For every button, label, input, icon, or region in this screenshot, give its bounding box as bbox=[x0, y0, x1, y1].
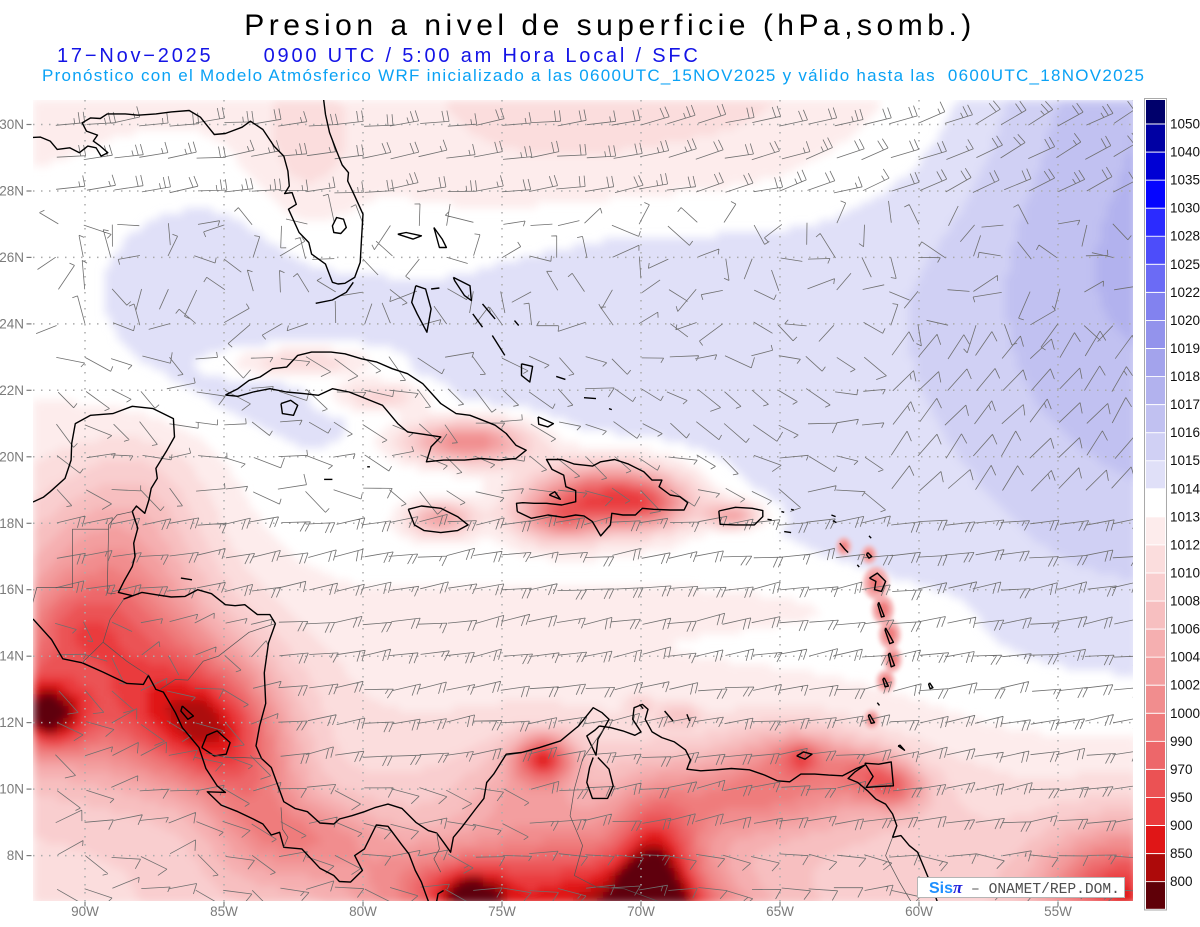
svg-text:10N: 10N bbox=[0, 782, 24, 797]
svg-text:1040: 1040 bbox=[1170, 145, 1200, 160]
svg-text:1012: 1012 bbox=[1170, 537, 1200, 552]
svg-text:1010: 1010 bbox=[1170, 566, 1200, 581]
svg-text:1020: 1020 bbox=[1170, 313, 1200, 328]
svg-text:1016: 1016 bbox=[1170, 425, 1200, 440]
svg-text:1030: 1030 bbox=[1170, 201, 1200, 216]
svg-text:1017: 1017 bbox=[1170, 397, 1200, 412]
svg-text:18N: 18N bbox=[0, 516, 24, 531]
svg-text:850: 850 bbox=[1170, 846, 1193, 861]
svg-text:Sisπ – ONAMET/REP.DOM.: Sisπ – ONAMET/REP.DOM. bbox=[929, 878, 1120, 898]
svg-text:1014: 1014 bbox=[1170, 481, 1200, 496]
svg-text:1022: 1022 bbox=[1170, 285, 1200, 300]
svg-text:14N: 14N bbox=[0, 649, 24, 664]
svg-text:24N: 24N bbox=[0, 316, 24, 331]
svg-text:950: 950 bbox=[1170, 790, 1193, 805]
svg-text:1028: 1028 bbox=[1170, 229, 1200, 244]
svg-text:1013: 1013 bbox=[1170, 509, 1200, 524]
svg-text:55W: 55W bbox=[1044, 904, 1072, 919]
svg-text:85W: 85W bbox=[210, 904, 238, 919]
svg-text:1008: 1008 bbox=[1170, 594, 1200, 609]
svg-text:1006: 1006 bbox=[1170, 622, 1200, 637]
svg-text:1002: 1002 bbox=[1170, 678, 1200, 693]
svg-text:80W: 80W bbox=[349, 904, 377, 919]
svg-text:20N: 20N bbox=[0, 449, 24, 464]
svg-text:1050: 1050 bbox=[1170, 117, 1200, 132]
svg-text:90W: 90W bbox=[71, 904, 99, 919]
svg-text:970: 970 bbox=[1170, 762, 1193, 777]
svg-text:1018: 1018 bbox=[1170, 369, 1200, 384]
svg-text:1019: 1019 bbox=[1170, 341, 1200, 356]
svg-text:16N: 16N bbox=[0, 582, 24, 597]
svg-text:8N: 8N bbox=[7, 848, 24, 863]
svg-text:30N: 30N bbox=[0, 117, 24, 132]
svg-text:28N: 28N bbox=[0, 184, 24, 199]
svg-text:60W: 60W bbox=[905, 904, 933, 919]
svg-text:1004: 1004 bbox=[1170, 650, 1200, 665]
svg-text:900: 900 bbox=[1170, 818, 1193, 833]
svg-text:22N: 22N bbox=[0, 383, 24, 398]
svg-text:26N: 26N bbox=[0, 250, 24, 265]
svg-text:800: 800 bbox=[1170, 874, 1193, 889]
svg-text:75W: 75W bbox=[488, 904, 516, 919]
svg-text:1015: 1015 bbox=[1170, 453, 1200, 468]
svg-text:990: 990 bbox=[1170, 734, 1193, 749]
svg-text:1035: 1035 bbox=[1170, 173, 1200, 188]
svg-text:70W: 70W bbox=[627, 904, 655, 919]
svg-text:65W: 65W bbox=[766, 904, 794, 919]
svg-text:1000: 1000 bbox=[1170, 706, 1200, 721]
svg-text:12N: 12N bbox=[0, 715, 24, 730]
svg-text:1025: 1025 bbox=[1170, 257, 1200, 272]
